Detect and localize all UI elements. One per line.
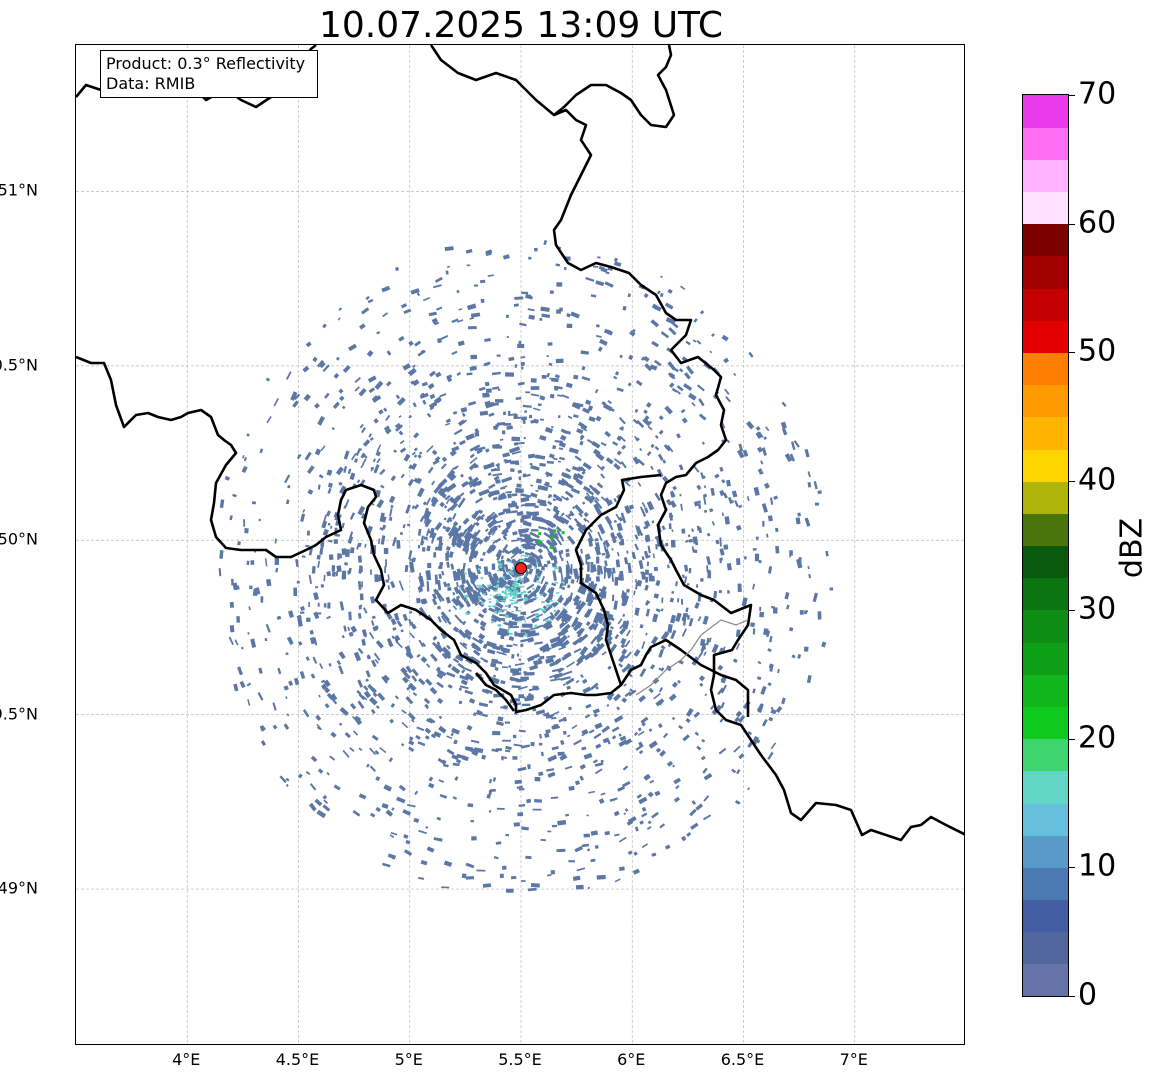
colorbar-tick bbox=[1069, 95, 1075, 96]
colorbar-tick-label: 50 bbox=[1078, 333, 1117, 369]
colorbar-segment bbox=[1023, 95, 1068, 128]
colorbar-tick bbox=[1069, 996, 1075, 997]
radar-echoes bbox=[217, 239, 834, 893]
colorbar-segment bbox=[1023, 867, 1068, 901]
border-netherlands-limburg bbox=[553, 45, 676, 129]
lon-tick-label: 7°E bbox=[839, 1050, 868, 1069]
colorbar-segment bbox=[1023, 899, 1068, 933]
lon-tick-label: 6.5°E bbox=[720, 1050, 765, 1069]
colorbar-segment bbox=[1023, 223, 1068, 257]
lat-tick-label: 50.5°N bbox=[0, 355, 38, 375]
border-belgium-france-south bbox=[76, 355, 750, 717]
radar-map[interactable] bbox=[75, 44, 965, 1045]
radar-site-marker bbox=[515, 562, 527, 575]
colorbar-segment bbox=[1023, 320, 1068, 354]
lon-tick-label: 6°E bbox=[617, 1050, 646, 1069]
graticule bbox=[76, 45, 964, 1044]
info-source: Data: RMIB bbox=[106, 74, 196, 93]
colorbar-tick bbox=[1069, 867, 1075, 869]
colorbar-segment bbox=[1023, 642, 1068, 675]
colorbar-tick bbox=[1069, 352, 1075, 354]
colorbar-segment bbox=[1023, 545, 1068, 579]
colorbar-segment bbox=[1023, 706, 1068, 740]
lon-tick-label: 5°E bbox=[394, 1050, 423, 1069]
colorbar-segment bbox=[1023, 255, 1068, 289]
lon-tick-label: 4.5°E bbox=[275, 1050, 320, 1069]
colorbar-segment bbox=[1023, 609, 1068, 643]
colorbar-tick bbox=[1069, 223, 1075, 225]
colorbar-segment bbox=[1023, 738, 1068, 772]
colorbar-tick-label: 30 bbox=[1078, 591, 1117, 627]
lon-tick-label: 5.5°E bbox=[498, 1050, 542, 1069]
border-luxembourg-west bbox=[475, 672, 516, 712]
border-netherlands-germany bbox=[429, 45, 964, 842]
colorbar-segment bbox=[1023, 352, 1068, 386]
info-product: Product: 0.3° Reflectivity bbox=[106, 54, 306, 73]
lat-tick-label: 50°N bbox=[0, 529, 38, 549]
colorbar-tick bbox=[1069, 609, 1075, 611]
colorbar-tick-label: 20 bbox=[1078, 719, 1117, 755]
colorbar-tick bbox=[1069, 738, 1075, 740]
colorbar-tick-label: 60 bbox=[1078, 205, 1117, 241]
colorbar-segment bbox=[1023, 931, 1068, 965]
colorbar-tick-label: 70 bbox=[1078, 76, 1117, 112]
colorbar-segment bbox=[1023, 835, 1068, 868]
border-saarland bbox=[635, 619, 749, 696]
lat-tick-label: 49°N bbox=[0, 878, 38, 898]
colorbar-segment bbox=[1023, 770, 1068, 804]
colorbar-tick bbox=[1069, 481, 1075, 483]
colorbar-unit: dBZ bbox=[1114, 517, 1150, 579]
colorbar-segment bbox=[1023, 159, 1068, 193]
radar-site bbox=[515, 562, 527, 575]
colorbar-segment bbox=[1023, 674, 1068, 707]
colorbar-segment bbox=[1023, 127, 1068, 160]
lat-tick-label: 51°N bbox=[0, 180, 38, 200]
echo-cores bbox=[459, 529, 565, 637]
border-luxembourg-east bbox=[574, 473, 662, 686]
colorbar-segment bbox=[1023, 416, 1068, 450]
colorbar-segment bbox=[1023, 513, 1068, 547]
colorbar-tick-label: 10 bbox=[1078, 848, 1117, 884]
subregion-borders bbox=[635, 619, 749, 696]
colorbar-segment bbox=[1023, 191, 1068, 225]
colorbar-segment bbox=[1023, 448, 1068, 482]
info-box: Product: 0.3° Reflectivity Data: RMIB bbox=[100, 50, 318, 98]
colorbar-segment bbox=[1023, 288, 1068, 321]
colorbar-segment bbox=[1023, 481, 1068, 514]
colorbar-segment bbox=[1023, 963, 1068, 996]
map-canvas bbox=[76, 45, 964, 1044]
colorbar-segment bbox=[1023, 802, 1068, 836]
colorbar bbox=[1022, 94, 1069, 997]
map-title: 10.07.2025 13:09 UTC bbox=[318, 5, 724, 46]
colorbar-segment bbox=[1023, 577, 1068, 611]
lon-tick-label: 4°E bbox=[172, 1050, 201, 1069]
colorbar-tick-label: 40 bbox=[1078, 462, 1117, 498]
colorbar-segment bbox=[1023, 384, 1068, 418]
colorbar-tick-label: 0 bbox=[1078, 977, 1098, 1013]
lat-tick-label: 49.5°N bbox=[0, 704, 38, 724]
